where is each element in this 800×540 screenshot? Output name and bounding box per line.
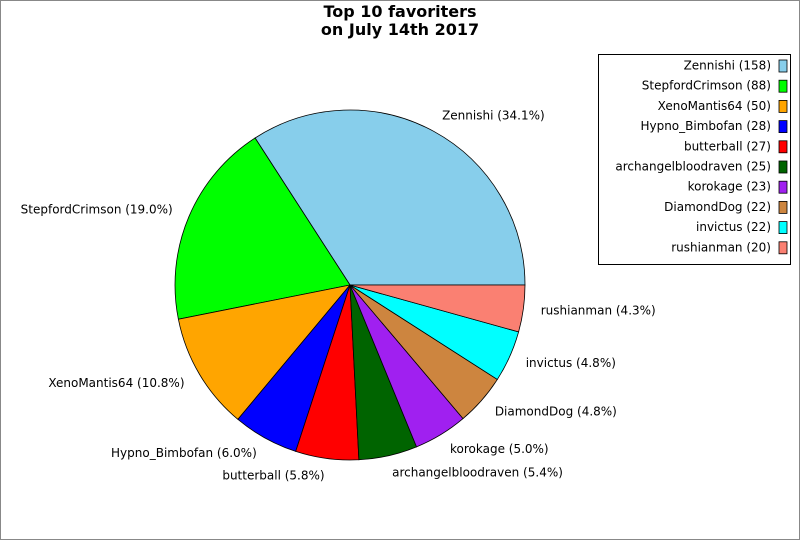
slice-label: XenoMantis64 (10.8%) [48, 376, 184, 390]
legend-label: rushianman (20) [671, 240, 771, 254]
slice-label: rushianman (4.3%) [541, 304, 656, 318]
legend-swatch [778, 140, 788, 154]
slice-label: butterball (5.8%) [222, 468, 324, 482]
slice-label: DiamondDog (4.8%) [495, 404, 617, 418]
legend-label: DiamondDog (22) [664, 200, 771, 214]
slice-label: Zennishi (34.1%) [442, 108, 545, 122]
legend-swatch [778, 241, 788, 255]
legend-swatch [778, 79, 788, 93]
slice-label: invictus (4.8%) [526, 356, 616, 370]
legend-swatch [778, 120, 788, 133]
legend-label: XenoMantis64 (50) [658, 99, 771, 113]
legend-label: butterball (27) [684, 139, 771, 153]
pie-slice [177, 284, 352, 420]
legend-swatch [778, 59, 788, 73]
slice-label: StepfordCrimson (19.0%) [21, 202, 173, 216]
legend-swatch [778, 200, 788, 214]
slice-label: archangelbloodraven (5.4%) [392, 465, 563, 479]
pie-slice [349, 284, 526, 333]
chart-title: Top 10 favoriters on July 14th 2017 [320, 2, 480, 39]
legend-label: Hypno_Bimbofan (28) [640, 119, 771, 133]
legend-swatch [778, 221, 788, 235]
legend-swatch [778, 100, 788, 113]
legend-swatch [778, 160, 788, 174]
legend-swatch [778, 180, 788, 194]
slice-label: Hypno_Bimbofan (6.0%) [111, 446, 257, 460]
legend-box [598, 54, 791, 265]
slice-label: korokage (5.0%) [450, 442, 549, 456]
legend-label: korokage (23) [688, 180, 771, 194]
legend-label: StepfordCrimson (88) [642, 79, 771, 93]
pie-slice [254, 109, 526, 286]
legend-label: Zennishi (158) [684, 59, 771, 73]
legend-label: invictus (22) [696, 220, 771, 234]
pie-slice [174, 137, 351, 320]
legend-label: archangelbloodraven (25) [615, 160, 771, 174]
